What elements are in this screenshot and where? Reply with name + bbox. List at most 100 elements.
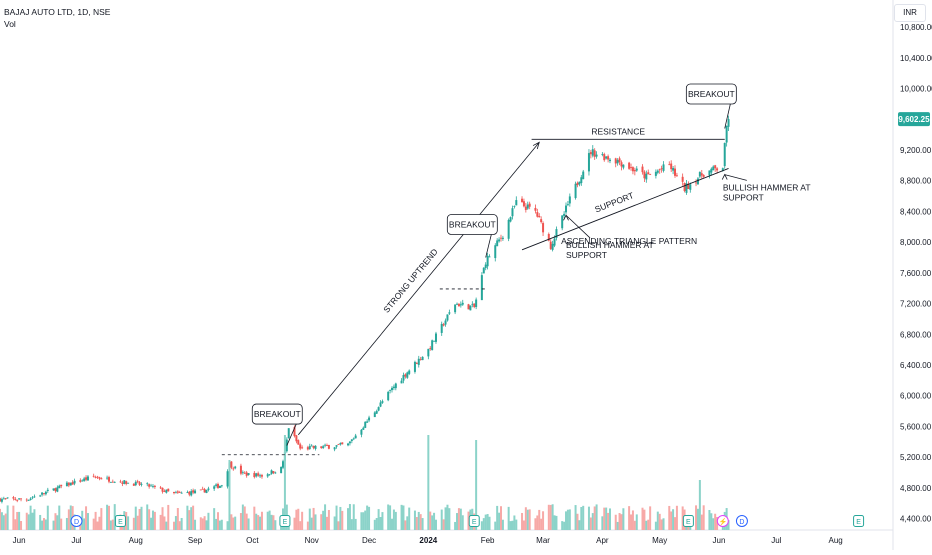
time-tick-label: Apr [596,536,609,545]
volume-bar [20,521,23,530]
candle-body [643,171,646,179]
candle-body [232,468,235,470]
candle-body [140,483,143,485]
volume-bar [347,508,350,530]
candle-body [352,438,355,440]
last-price-label: 9,602.25 [898,115,930,124]
volume-bar [241,504,244,530]
volume-bar [672,509,675,530]
volume-bar [702,505,705,530]
volume-bar [413,510,416,530]
candle-body [471,303,474,305]
candle-body [255,473,258,477]
resistance-label: RESISTANCE [591,126,645,136]
candle-body [633,170,636,172]
uptrend-arrow-line [297,142,540,436]
time-tick-label: Jul [771,536,781,545]
candle-body [341,442,344,445]
volume-bar [710,513,713,530]
volume-bar [306,521,309,530]
currency-selector[interactable]: INR [894,4,926,22]
volume-bar [442,519,445,530]
candle-body [368,417,371,421]
candle-body [620,162,623,167]
candle-body [20,498,23,500]
time-tick-label: Aug [129,536,143,545]
volume-bar [320,514,323,530]
volume-bar [429,511,432,530]
volume-bar [708,510,711,530]
volume-bar [511,520,514,530]
candle-body [526,204,529,209]
candle-body [576,182,579,186]
volume-bar [146,504,149,530]
candle-body [675,175,678,177]
volume-bar [270,514,273,530]
time-tick-label: Nov [305,536,319,545]
candle-body [400,380,403,384]
earnings-event-label: E [118,519,123,526]
time-tick-label: 2024 [419,536,437,545]
pattern-label: ASCENDING TRIANGLE PATTERN [561,236,697,246]
support-line [521,168,729,251]
volume-label: Vol [4,19,16,29]
candle-body [714,165,717,169]
volume-bar [565,511,568,530]
candle-body [394,383,397,389]
volume-bar [148,509,151,530]
earnings-event-icon [468,515,480,527]
volume-bar [109,520,112,530]
candle-body [387,391,390,401]
candle-body [513,205,516,207]
volume-bar [362,512,365,530]
volume-bar [42,518,45,530]
candle-body [482,267,485,274]
candle-body [568,196,571,204]
volume-bar [203,516,206,530]
volume-bar [434,519,437,530]
volume-bar [716,517,719,530]
volume-bar [620,514,623,530]
candle-body [0,499,3,502]
candle-body [419,359,422,360]
candle-body [549,241,552,249]
candle-body [348,441,351,444]
candle-body [293,427,296,437]
volume-bar [268,510,271,530]
candle-body [540,219,543,223]
volume-bar [427,435,430,530]
candle-body [274,472,277,474]
candle-body [280,467,283,474]
volume-bar [377,509,380,530]
volume-bar [433,512,436,530]
breakout-1-label: BREAKOUT [254,409,301,419]
candle-body [488,256,491,258]
volume-bar [404,520,407,530]
price-tick-label: 10,800.00 [900,23,932,32]
candle-body [392,386,395,389]
volume-bar [509,521,512,530]
volume-bar [132,517,135,530]
volume-bar [46,505,49,530]
volume-bar [33,509,36,530]
volume-bar [151,510,154,530]
candle-body [727,119,730,127]
candle-body [404,374,407,377]
candle-body [725,125,728,143]
volume-bar [696,508,699,530]
dividend-event-label: D [739,519,744,526]
volume-bar [2,515,5,530]
earnings-event-icon [853,515,865,527]
candle-body [499,237,502,239]
volume-bar [174,516,177,530]
volume-bar [547,504,550,530]
candle-body [696,178,699,185]
price-tick-label: 10,000.00 [900,85,932,94]
candle-body [98,477,101,479]
candle-body [456,303,459,305]
time-tick-label: Jun [13,536,26,545]
breakout-3-label: BREAKOUT [688,89,735,99]
candle-body [106,477,109,479]
candle-body [132,483,135,486]
